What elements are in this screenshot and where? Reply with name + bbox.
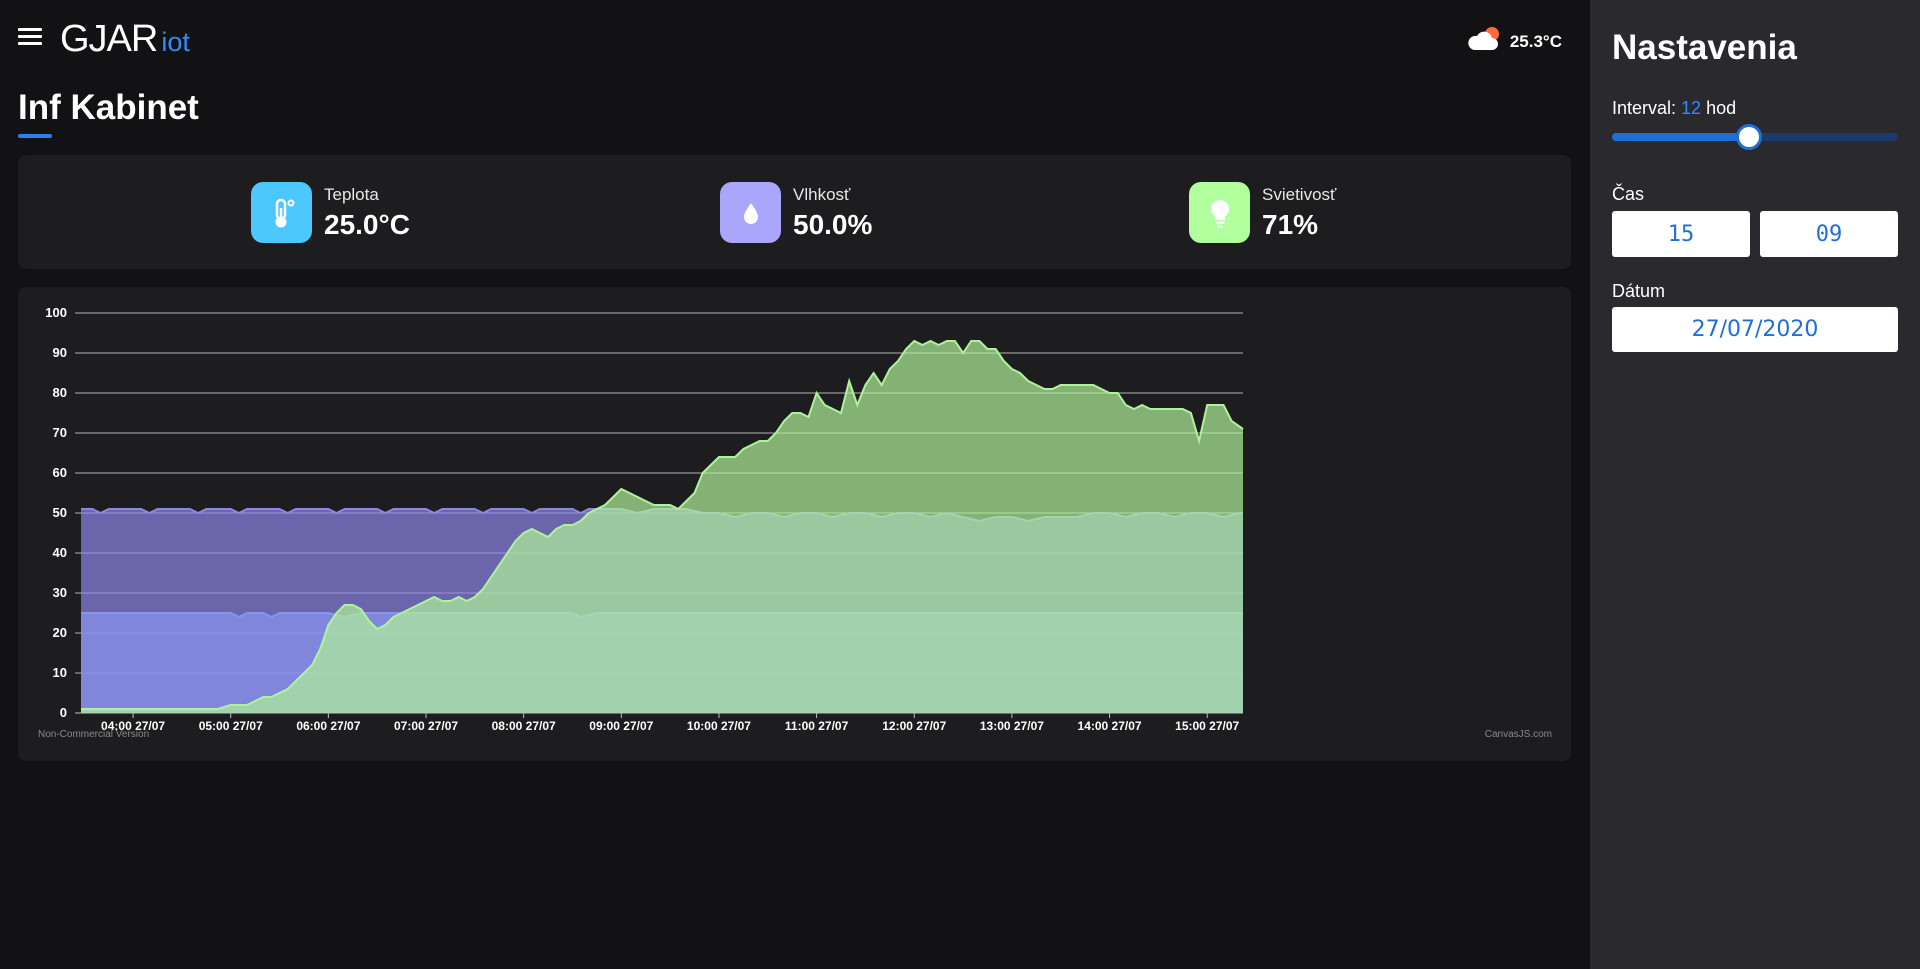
interval-text: Interval: xyxy=(1612,98,1677,118)
x-tick-label: 09:00 27/07 xyxy=(589,719,653,733)
stat-light-label: Svietivosť xyxy=(1262,184,1337,204)
weather-widget: 25.3°C xyxy=(1466,26,1562,57)
settings-sidebar: Nastavenia Interval: 12 hod Čas Dátum xyxy=(1590,0,1920,969)
y-tick-label: 80 xyxy=(53,385,67,400)
y-tick-label: 100 xyxy=(45,305,67,320)
stat-humidity-value: 50.0% xyxy=(793,208,873,240)
stat-temperature-value: 25.0°C xyxy=(324,208,410,240)
x-tick-label: 08:00 27/07 xyxy=(492,719,556,733)
weather-temperature: 25.3°C xyxy=(1509,31,1562,51)
y-tick-label: 30 xyxy=(53,585,67,600)
y-tick-label: 50 xyxy=(53,505,67,520)
stat-temperature-label: Teplota xyxy=(324,184,379,204)
logo-sub: iot xyxy=(161,27,190,57)
x-tick-label: 04:00 27/07 xyxy=(101,719,165,733)
x-tick-label: 13:00 27/07 xyxy=(980,719,1044,733)
series-line-2 xyxy=(81,339,1244,710)
menu-icon[interactable] xyxy=(18,26,42,48)
stat-humidity: Vlhkosť 50.0% xyxy=(720,182,872,243)
watermark-left: Non-Commercial Version xyxy=(38,729,149,740)
y-tick-label: 90 xyxy=(53,345,67,360)
y-tick-label: 0 xyxy=(60,705,67,720)
watermark-right[interactable]: CanvasJS.com xyxy=(1485,729,1552,740)
y-tick-label: 60 xyxy=(53,465,67,480)
logo[interactable]: GJAR iot xyxy=(60,18,190,61)
slider-fill xyxy=(1612,133,1749,141)
stat-humidity-label: Vlhkosť xyxy=(793,184,851,204)
stat-light: Svietivosť 71% xyxy=(1189,182,1336,243)
x-tick-label: 07:00 27/07 xyxy=(394,719,458,733)
y-tick-label: 40 xyxy=(53,545,67,560)
x-tick-label: 11:00 27/07 xyxy=(785,719,849,733)
interval-value: 12 xyxy=(1681,98,1702,118)
stats-card: Teplota 25.0°C Vlhkosť 50.0% xyxy=(18,155,1571,269)
y-tick-label: 70 xyxy=(53,425,67,440)
interval-label: Interval: 12 hod xyxy=(1612,98,1736,119)
top-bar: GJAR iot 25.3°C xyxy=(0,0,1590,80)
stat-light-value: 71% xyxy=(1262,208,1319,240)
x-tick-label: 06:00 27/07 xyxy=(296,719,360,733)
date-input[interactable] xyxy=(1612,307,1898,352)
main-content: GJAR iot 25.3°C Inf Kabinet xyxy=(0,0,1590,761)
logo-brand: GJAR xyxy=(60,18,158,60)
title-underline xyxy=(18,134,52,138)
stat-temperature: Teplota 25.0°C xyxy=(251,182,410,243)
x-tick-label: 15:00 27/07 xyxy=(1175,719,1239,733)
x-tick-label: 10:00 27/07 xyxy=(687,719,751,733)
interval-unit: hod xyxy=(1706,98,1737,118)
y-tick-label: 20 xyxy=(53,625,67,640)
x-tick-label: 12:00 27/07 xyxy=(882,719,946,733)
x-tick-label: 14:00 27/07 xyxy=(1078,719,1142,733)
sensor-area-chart: 0 10 20 30 40 50 60 70 80 90 100 04:00 27/07 05:00 2… xyxy=(38,305,1552,740)
time-label: Čas xyxy=(1612,184,1645,204)
page-title: Inf Kabinet xyxy=(18,88,199,127)
sidebar-title: Nastavenia xyxy=(1612,28,1797,67)
water-drop-icon xyxy=(720,182,781,243)
x-tick-label: 05:00 27/07 xyxy=(199,719,263,733)
chart-card: 0 10 20 30 40 50 60 70 80 90 100 04:00 27/07 05:00 2… xyxy=(18,287,1571,761)
interval-slider[interactable] xyxy=(1612,124,1898,150)
series-area-2 xyxy=(81,341,1243,713)
date-label: Dátum xyxy=(1612,281,1666,301)
time-minute-input[interactable] xyxy=(1760,211,1898,257)
thermometer-icon xyxy=(251,182,312,243)
slider-thumb[interactable] xyxy=(1735,124,1762,150)
y-tick-label: 10 xyxy=(53,665,67,680)
time-hour-input[interactable] xyxy=(1612,211,1750,257)
lightbulb-icon xyxy=(1189,182,1250,243)
cloud-sun-icon xyxy=(1466,26,1502,57)
